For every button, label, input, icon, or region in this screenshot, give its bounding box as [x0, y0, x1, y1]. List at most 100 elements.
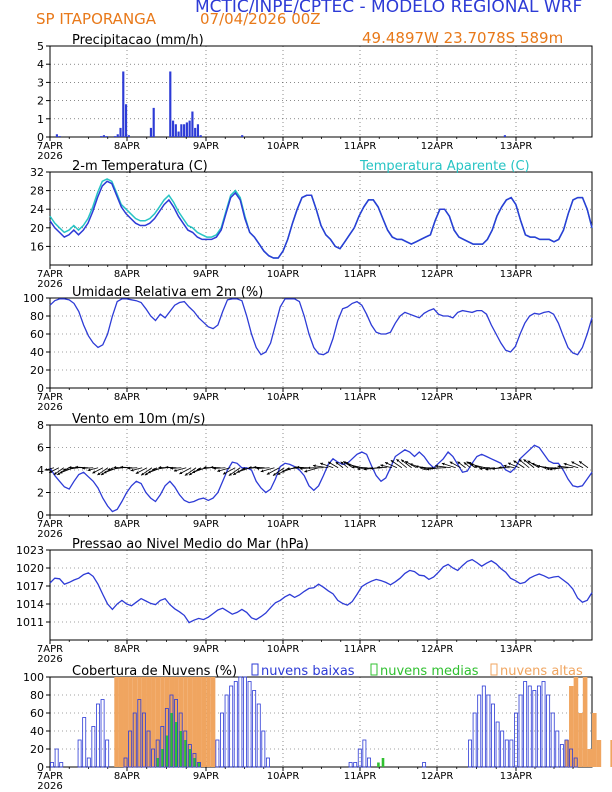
low-cloud-bar — [77, 739, 82, 768]
location-label: SP ITAPORANGA — [36, 10, 157, 28]
low-cloud-bar — [550, 712, 555, 768]
y-tick-label: 1 — [37, 113, 44, 126]
high-cloud-bar — [164, 677, 170, 767]
wind-arrow-head — [351, 465, 355, 469]
low-cloud-bar — [486, 694, 491, 768]
low-cloud-bar — [491, 703, 495, 768]
wind-arrow-head — [485, 467, 489, 471]
wind-arrow-head — [165, 465, 169, 469]
low-cloud-bar — [86, 757, 91, 768]
y-tick-label: 1020 — [16, 562, 44, 575]
low-cloud-bar — [174, 699, 179, 768]
x-tick-label: 12APR — [421, 392, 454, 403]
low-cloud-bar — [564, 739, 569, 768]
wind-arrow-head — [498, 466, 502, 469]
wind-arrow-head — [158, 466, 162, 469]
high-cloud-bar — [587, 749, 592, 767]
low-cloud-bar — [532, 690, 537, 768]
wind-arrow-head — [523, 459, 527, 463]
legend-swatch-low — [251, 663, 259, 676]
panel-title: Cobertura de Nuvens (%) — [72, 664, 237, 679]
high-cloud-bar — [118, 677, 124, 767]
wind-arrow-head — [103, 470, 107, 474]
chart-title: MCTIC/INPE/CPTEC - MODELO REGIONAL WRF — [195, 0, 583, 17]
low-cloud-bar — [504, 739, 509, 768]
legend-swatch-mid — [370, 663, 378, 676]
low-cloud-bar — [91, 726, 96, 768]
wind-arrow-head — [174, 469, 177, 472]
wind-arrow-head — [213, 466, 216, 470]
low-cloud-bar — [555, 730, 560, 768]
low-cloud-bar — [495, 721, 500, 768]
precip-bar — [55, 134, 58, 137]
high-cloud-bar — [573, 677, 579, 767]
wind-arrow-head — [549, 467, 553, 471]
low-cloud-bar — [367, 757, 371, 768]
y-tick-label: 40 — [30, 346, 44, 359]
low-cloud-bar — [220, 712, 224, 768]
low-cloud-bar — [238, 676, 243, 768]
wind-arrow-head — [248, 466, 252, 469]
x-tick-label: 10APR — [267, 771, 300, 782]
y-tick-label: 24 — [30, 203, 44, 216]
y-tick-label: 4 — [37, 58, 44, 71]
wind-arrow-head — [335, 462, 339, 465]
high-cloud-bar — [192, 677, 197, 767]
low-cloud-bar — [523, 681, 528, 768]
wind-arrow-head — [107, 468, 111, 471]
wind-arrow-head — [537, 464, 540, 468]
wind-arrow-head — [100, 472, 104, 475]
high-cloud-bar — [128, 677, 133, 767]
wind-arrow-head — [377, 465, 380, 469]
y-tick-label: 80 — [30, 689, 44, 702]
wind-arrow-head — [347, 463, 351, 467]
low-cloud-bar — [215, 739, 220, 768]
wind-arrow-head — [385, 462, 388, 465]
y-tick-label: 28 — [30, 185, 44, 198]
precip-bar — [174, 124, 177, 137]
legend-apparent-temp: Temperatura Aparente (C) — [359, 159, 530, 174]
wind-arrow-head — [68, 466, 72, 469]
high-cloud-bar — [151, 677, 156, 767]
x-tick-label: 8APR — [114, 644, 140, 655]
x-tick-label: 7APR — [37, 392, 63, 403]
mid-cloud-bar — [188, 749, 192, 767]
low-cloud-bar — [536, 685, 541, 768]
wind-arrow-head — [513, 460, 517, 464]
wind-arrow-head — [152, 467, 155, 471]
wind-arrow-head — [260, 469, 264, 473]
high-cloud-bar — [132, 677, 138, 767]
low-cloud-bar — [59, 762, 64, 768]
wind-arrow-head — [345, 462, 349, 465]
x-tick-label: 11APR — [344, 269, 377, 280]
wind-arrow-head — [357, 467, 360, 471]
x-tick-label: 12APR — [421, 771, 454, 782]
wind-arrow-head — [92, 470, 96, 474]
y-tick-label: 1017 — [16, 580, 44, 593]
precip-bar — [127, 135, 130, 137]
low-cloud-bar — [348, 762, 353, 768]
wind-arrow-head — [405, 461, 409, 464]
low-cloud-bar — [96, 703, 100, 768]
low-cloud-bar — [146, 730, 151, 768]
x-tick-label: 8APR — [114, 269, 140, 280]
high-cloud-bar — [206, 677, 211, 767]
y-tick-label: 8 — [37, 419, 44, 432]
wind-arrow-head — [228, 473, 232, 476]
y-tick-label: 0 — [37, 131, 44, 144]
panel-title: Vento em 10m (m/s) — [72, 412, 205, 427]
precip-bar — [171, 120, 175, 137]
low-cloud-bar — [353, 762, 358, 768]
coordinates-label: 49.4897W 23.7078S 589m — [362, 29, 564, 47]
precip-bar — [183, 124, 186, 137]
high-cloud-bar — [578, 713, 583, 767]
mid-cloud-bar — [161, 749, 164, 767]
run-date-label: 07/04/2026 00Z — [200, 10, 321, 28]
wind-arrow-head — [435, 464, 438, 468]
wind-arrow-head — [313, 464, 316, 468]
y-tick-label: 40 — [30, 725, 44, 738]
low-cloud-bar — [472, 712, 477, 768]
wind-arrow-head — [130, 468, 134, 472]
y-tick-label: 32 — [30, 166, 44, 179]
x-tick-label: 7APR — [37, 644, 63, 655]
